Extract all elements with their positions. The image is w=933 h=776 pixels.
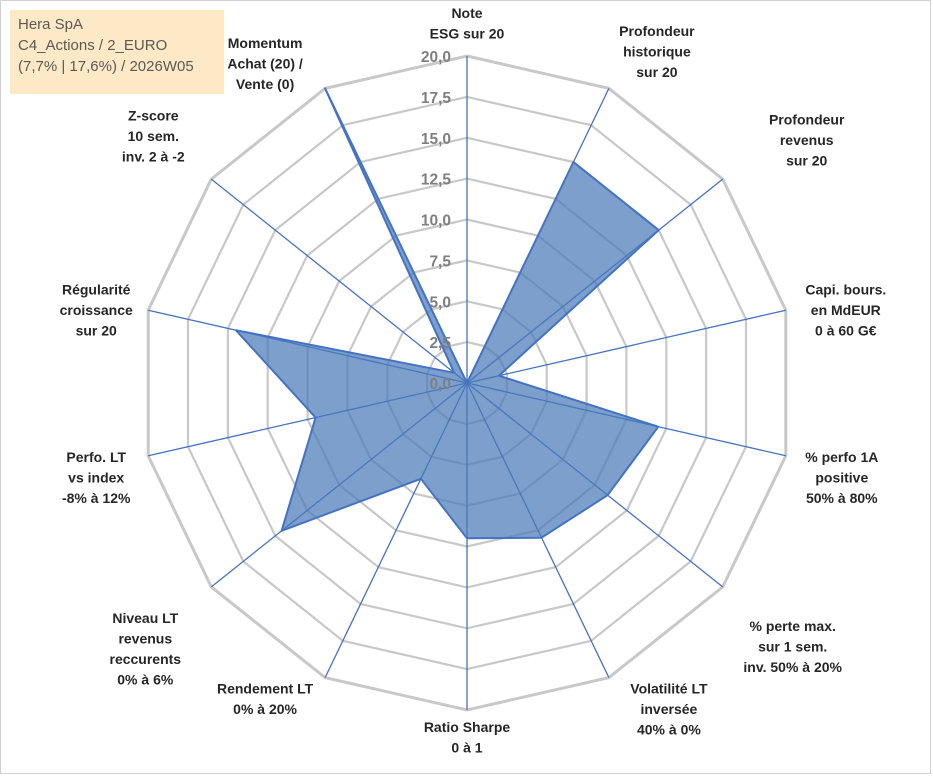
axis-label-12: Z-score 10 sem. inv. 2 à -2 — [122, 108, 185, 165]
tick-label-8: 20,0 — [421, 49, 451, 66]
tick-label-4: 10,0 — [421, 213, 451, 230]
axis-label-4-line-1: positive — [815, 470, 868, 486]
tick-label-0: 0,0 — [429, 376, 451, 393]
axis-label-12-line-2: inv. 2 à -2 — [122, 149, 185, 165]
axis-label-4-line-2: 50% à 80% — [806, 490, 878, 506]
axis-label-11-line-2: sur 20 — [76, 323, 117, 339]
axis-label-5-line-1: sur 1 sem. — [758, 638, 827, 654]
axis-label-11: Régularité croissance sur 20 — [60, 282, 133, 339]
axis-label-1: Profondeur historique sur 20 — [619, 23, 695, 80]
axis-label-6-line-2: 40% à 0% — [637, 722, 701, 738]
axis-label-10-line-0: Perfo. LT — [66, 449, 126, 465]
axis-label-8: Rendement LT 0% à 20% — [217, 681, 314, 718]
axis-label-3-line-0: Capi. bours. — [805, 282, 886, 298]
chart-title-category: C4_Actions / 2_EURO — [18, 37, 168, 54]
radar-tick-labels: 0,0 2,5 5,0 7,5 10,0 12,5 15,0 17,5 20,0 — [421, 49, 452, 393]
axis-label-7: Ratio Sharpe 0 à 1 — [424, 719, 511, 756]
axis-label-6-line-1: inversée — [640, 701, 697, 717]
chart-title-company: Hera SpA — [18, 16, 84, 33]
tick-label-2: 5,0 — [429, 294, 451, 311]
spoke-3 — [466, 309, 786, 384]
axis-label-12-line-1: 10 sem. — [128, 128, 179, 144]
axis-label-12-line-0: Z-score — [128, 108, 179, 124]
chart-title-box: Hera SpA C4_Actions / 2_EURO (7,7% | 17,… — [10, 10, 224, 94]
tick-label-5: 12,5 — [421, 172, 452, 189]
axis-label-3-line-2: 0 à 60 G€ — [815, 323, 877, 339]
axis-label-0-line-0: Note — [451, 5, 482, 21]
axis-label-1-line-2: sur 20 — [636, 64, 677, 80]
chart-title-stats: (7,7% | 17,6%) / 2026W05 — [18, 58, 194, 75]
axis-label-5-line-0: % perte max. — [750, 618, 836, 634]
axis-label-3: Capi. bours. en MdEUR 0 à 60 G€ — [805, 282, 886, 339]
tick-label-6: 15,0 — [421, 131, 451, 148]
series-area — [234, 87, 660, 540]
axis-label-13-line-2: Vente (0) — [236, 76, 294, 92]
axis-label-7-line-0: Ratio Sharpe — [424, 719, 511, 735]
axis-label-9-line-0: Niveau LT — [112, 610, 178, 626]
axis-label-2-line-1: revenus — [780, 132, 834, 148]
tick-label-1: 2,5 — [429, 335, 451, 352]
axis-label-11-line-1: croissance — [60, 302, 133, 318]
axis-label-0-line-1: ESG sur 20 — [430, 26, 505, 42]
axis-label-0: Note ESG sur 20 — [430, 5, 505, 42]
axis-label-8-line-1: 0% à 20% — [233, 701, 297, 717]
axis-label-10: Perfo. LT vs index -8% à 12% — [62, 449, 131, 506]
axis-label-5: % perte max. sur 1 sem. inv. 50% à 20% — [743, 618, 842, 675]
axis-label-1-line-0: Profondeur — [619, 23, 695, 39]
axis-label-7-line-1: 0 à 1 — [451, 740, 482, 756]
radar-series — [234, 87, 660, 540]
axis-label-4-line-0: % perfo 1A — [805, 449, 878, 465]
spoke-12 — [210, 178, 468, 384]
axis-label-4: % perfo 1A positive 50% à 80% — [805, 449, 878, 506]
axis-label-5-line-2: inv. 50% à 20% — [743, 659, 842, 675]
axis-label-10-line-2: -8% à 12% — [62, 490, 131, 506]
tick-label-7: 17,5 — [421, 90, 452, 107]
axis-label-9-line-1: revenus — [118, 630, 172, 646]
axis-label-6-line-0: Volatilité LT — [630, 681, 708, 697]
axis-label-6: Volatilité LT inversée 40% à 0% — [630, 681, 708, 738]
axis-label-10-line-1: vs index — [68, 470, 124, 486]
axis-label-13-line-0: Momentum — [228, 35, 303, 51]
tick-label-3: 7,5 — [429, 253, 451, 270]
axis-label-2-line-0: Profondeur — [769, 112, 845, 128]
axis-label-8-line-0: Rendement LT — [217, 681, 314, 697]
axis-label-13: Momentum Achat (20) / Vente (0) — [227, 35, 303, 92]
axis-label-9-line-3: 0% à 6% — [117, 671, 174, 687]
axis-label-13-line-1: Achat (20) / — [227, 55, 303, 71]
axis-label-9-line-2: reccurents — [110, 651, 182, 667]
axis-label-1-line-1: historique — [623, 43, 691, 59]
axis-label-11-line-0: Régularité — [62, 282, 131, 298]
axis-label-9: Niveau LT revenus reccurents 0% à 6% — [110, 610, 182, 688]
axis-label-2-line-2: sur 20 — [786, 153, 827, 169]
axis-label-3-line-1: en MdEUR — [811, 302, 881, 318]
axis-label-2: Profondeur revenus sur 20 — [769, 112, 845, 169]
radar-axis-labels: Note ESG sur 20 Profondeur historique sur 20… — [60, 5, 887, 756]
